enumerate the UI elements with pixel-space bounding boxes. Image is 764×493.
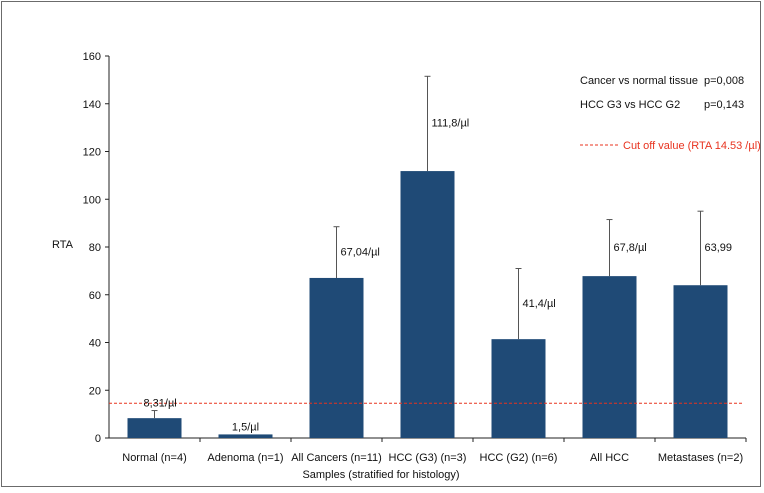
y-tick-label: 60 xyxy=(89,290,101,302)
bar xyxy=(127,418,182,438)
annotation-2-label: HCC G3 vs HCC G2 xyxy=(580,99,680,111)
y-tick-label: 0 xyxy=(95,433,101,445)
x-tick-label: HCC (G2) (n=6) xyxy=(480,452,558,464)
data-label: 63,99 xyxy=(705,242,733,254)
data-label: 67,04/µl xyxy=(341,246,380,258)
y-tick-label: 120 xyxy=(83,147,101,159)
y-tick-label: 40 xyxy=(89,338,101,350)
x-tick-label: Normal (n=4) xyxy=(122,452,187,464)
annotation-1-label: Cancer vs normal tissue xyxy=(580,75,698,87)
bar xyxy=(582,276,637,438)
y-tick-label: 80 xyxy=(89,242,101,254)
x-tick-label: Adenoma (n=1) xyxy=(207,452,283,464)
x-tick-label: All HCC xyxy=(590,452,629,464)
annotation-1-value: p=0,008 xyxy=(704,75,744,87)
data-label: 8,31/µl xyxy=(144,398,177,410)
data-label: 1,5/µl xyxy=(232,421,259,433)
x-tick-label: HCC (G3) (n=3) xyxy=(389,452,467,464)
bar xyxy=(673,285,728,438)
y-axis-label: RTA xyxy=(52,239,74,251)
x-tick-label: Metastases (n=2) xyxy=(658,452,743,464)
y-tick-label: 20 xyxy=(89,385,101,397)
x-axis-label: Samples (stratified for histology) xyxy=(302,469,459,481)
bar xyxy=(218,434,273,438)
x-tick-label: All Cancers (n=11) xyxy=(291,452,382,464)
y-tick-label: 160 xyxy=(83,51,101,63)
y-tick-label: 100 xyxy=(83,194,101,206)
annotation-2-value: p=0,143 xyxy=(704,99,744,111)
data-label: 67,8/µl xyxy=(614,242,647,254)
cutoff-legend-label: Cut off value (RTA 14.53 /µl) xyxy=(623,140,761,152)
data-label: 111,8/µl xyxy=(432,118,470,130)
y-tick-label: 140 xyxy=(83,99,101,111)
bar xyxy=(491,339,546,438)
data-label: 41,4/µl xyxy=(523,298,556,310)
bar xyxy=(309,277,364,438)
legend-annotations: Cancer vs normal tissue p=0,008 HCC G3 v… xyxy=(580,75,761,152)
bar xyxy=(400,171,455,438)
